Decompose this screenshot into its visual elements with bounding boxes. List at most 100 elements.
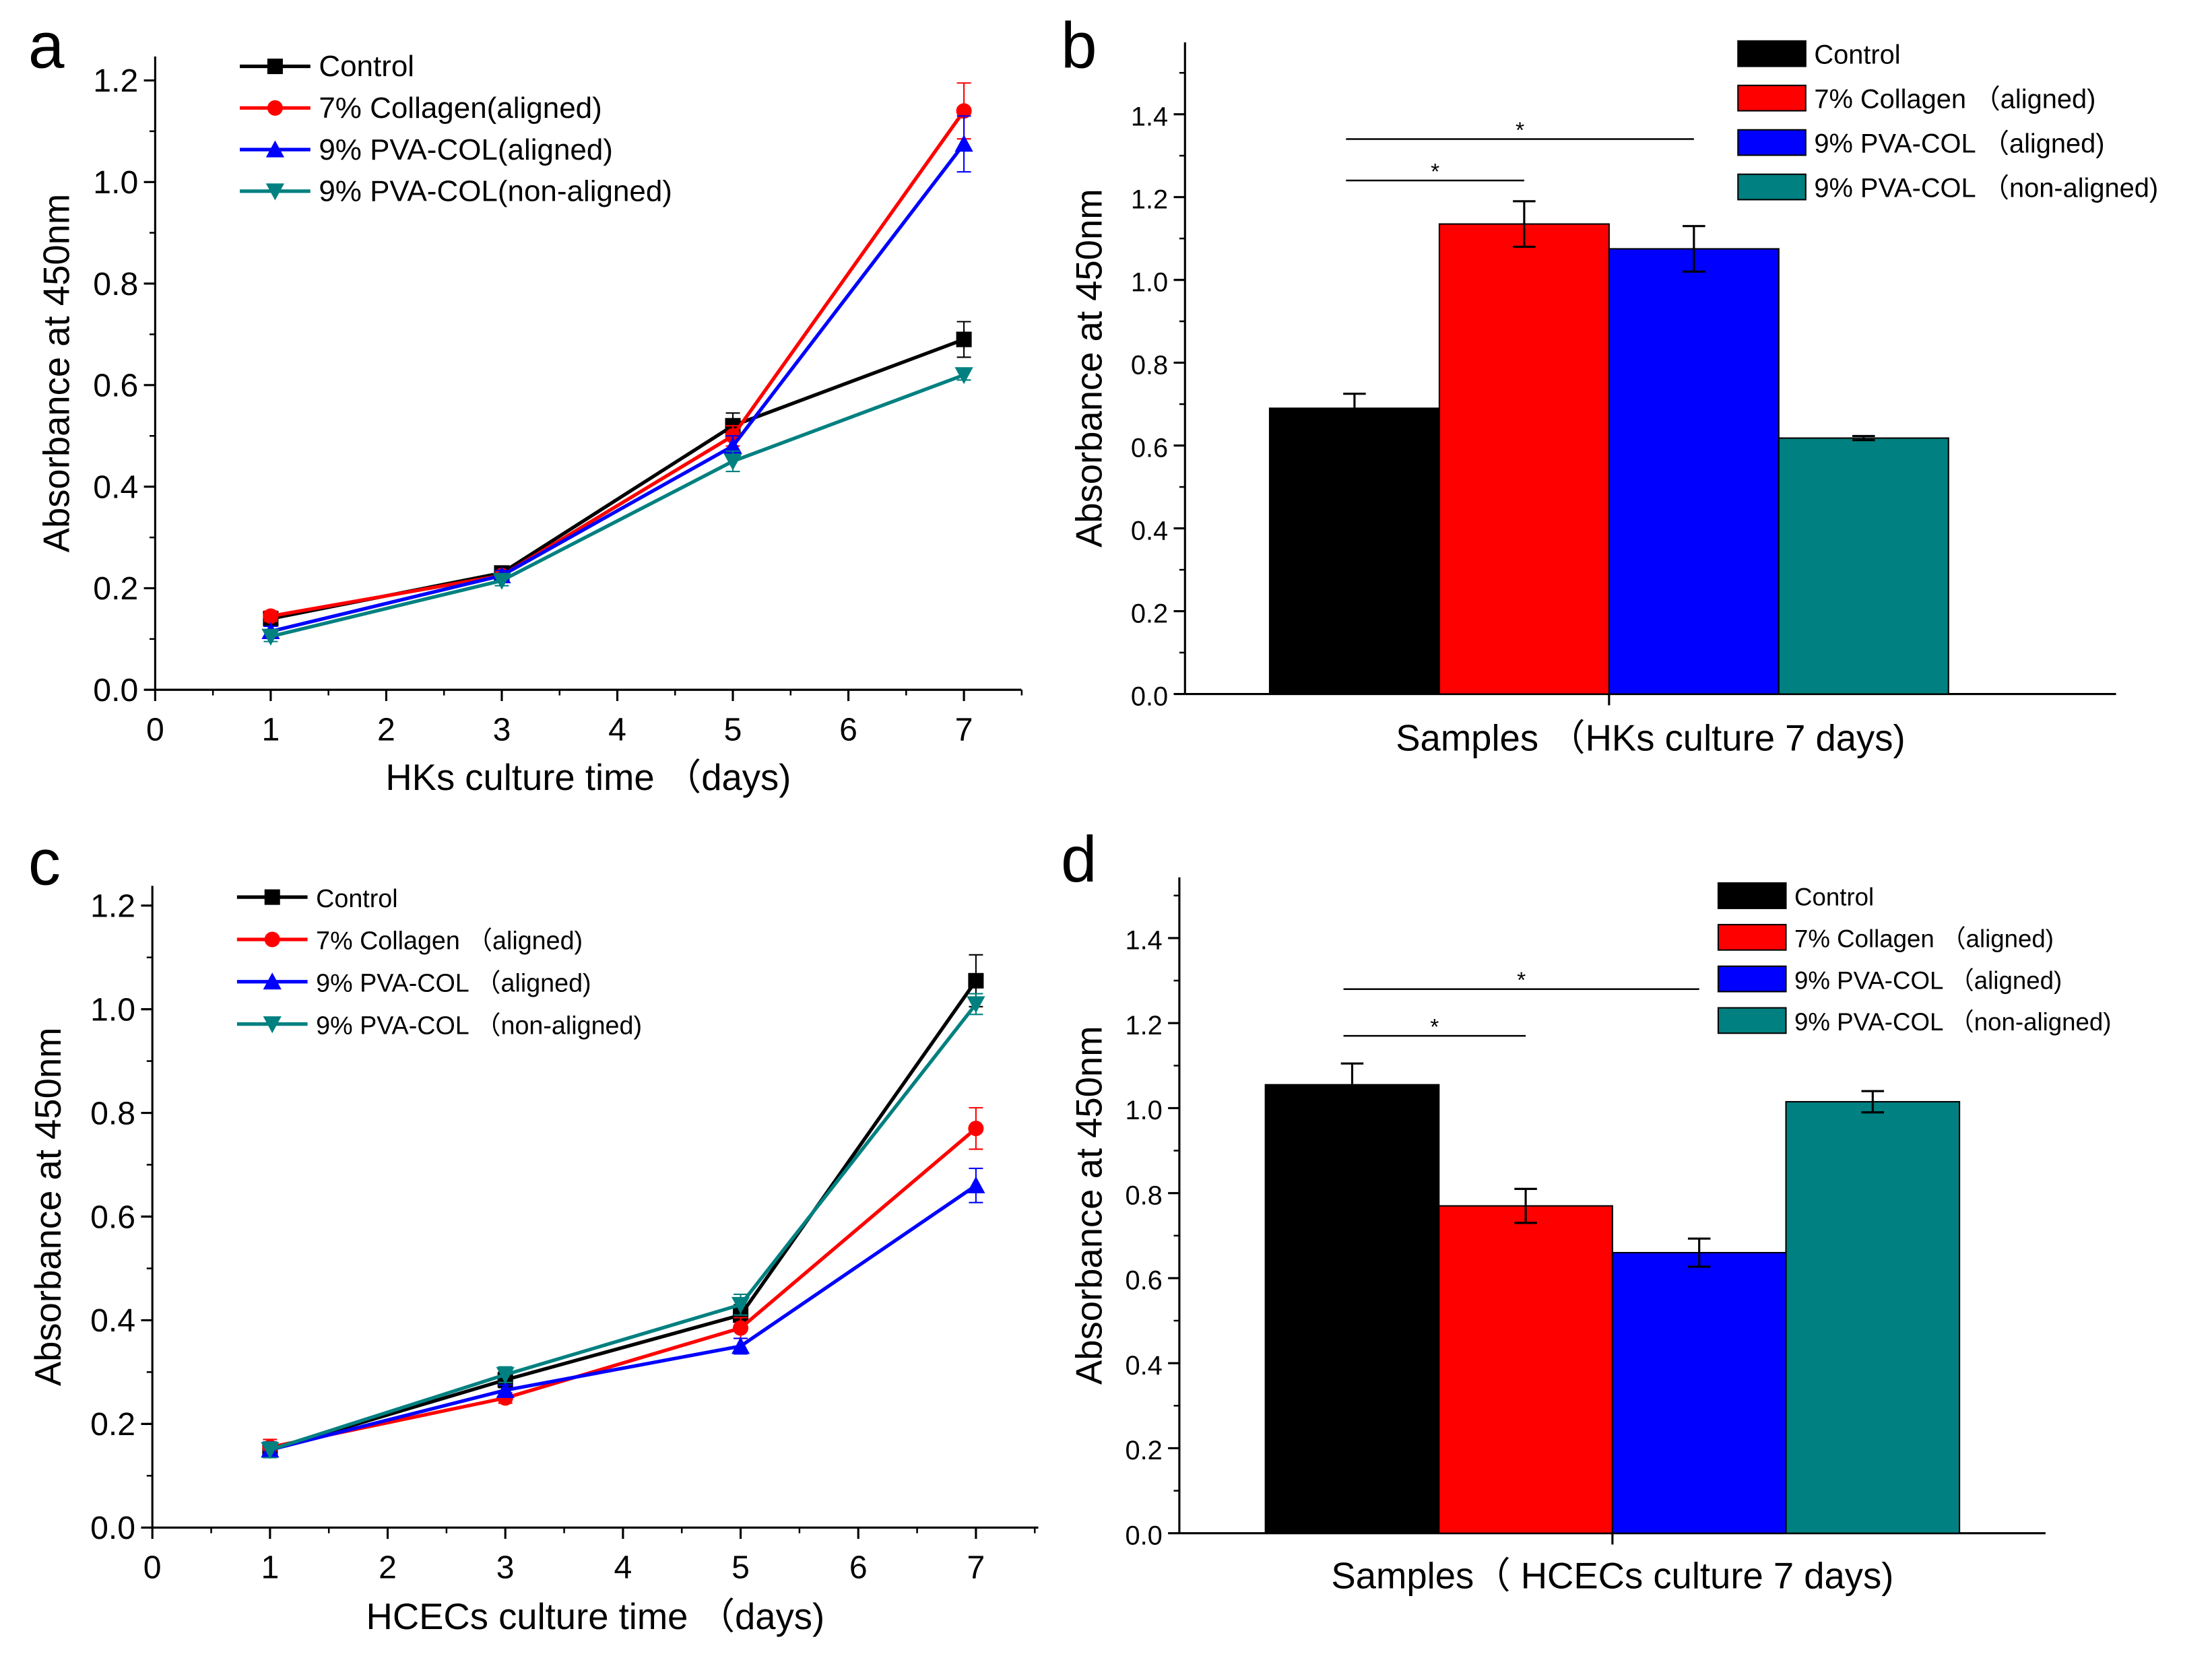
series-3: 9% PVA-COL(non-aligned) — [240, 175, 973, 646]
x-tick-label: 2 — [377, 712, 395, 748]
marker-triangle-up — [265, 140, 285, 158]
y-tick-label: 0.6 — [1131, 433, 1168, 463]
x-tick-label: 0 — [143, 1550, 162, 1586]
panel-c: c 0.0 0.2 0.4 0.6 0.8 1.0 1.2 Absorbance at 450n… — [28, 826, 1039, 1637]
marker-square — [956, 331, 972, 347]
x-tick-label: 3 — [496, 1550, 515, 1586]
x-axis-label: Samples（ HCECs culture 7 days) — [1331, 1555, 1893, 1596]
panel-label: c — [28, 826, 61, 898]
bar — [1438, 223, 1610, 695]
y-tick-label: 0.2 — [1125, 1436, 1162, 1465]
x-tick-label: 0 — [146, 712, 164, 748]
y-tick-label: 0.6 — [90, 1199, 135, 1235]
marker-triangle-down — [496, 1366, 515, 1384]
marker-triangle-down — [723, 453, 742, 471]
marker-circle — [267, 100, 283, 116]
y-tick-label: 0.0 — [90, 1510, 135, 1546]
marker-triangle-down — [265, 183, 285, 201]
legend-label: 9% PVA-COL （aligned) — [1794, 966, 2062, 994]
y-tick-label: 0.8 — [93, 266, 138, 302]
panel-label: d — [1061, 824, 1097, 896]
marker-triangle-up — [263, 972, 282, 990]
y-tick-label: 0.0 — [1125, 1521, 1162, 1550]
marker-triangle-down — [967, 996, 985, 1014]
marker-triangle-up — [496, 1381, 515, 1398]
legend-label: 9% PVA-COL(aligned) — [319, 133, 613, 166]
series-line — [270, 337, 965, 621]
significance-star: * — [1516, 118, 1524, 143]
legend-label: 7% Collagen(aligned) — [319, 92, 601, 125]
legend-label: 9% PVA-COL （non-aligned) — [316, 1011, 642, 1039]
y-tick-label: 0.8 — [1131, 350, 1168, 380]
marker-circle — [968, 1121, 984, 1137]
y-tick-label: 0.0 — [93, 672, 138, 708]
series-line — [269, 1184, 977, 1452]
error-bar — [1861, 1090, 1885, 1114]
bar — [1438, 1205, 1613, 1534]
x-tick-label: 4 — [614, 1550, 632, 1586]
y-tick-label: 1.0 — [90, 991, 135, 1028]
x-tick-label: 1 — [261, 1550, 279, 1586]
x-tick-label: 6 — [849, 1550, 868, 1586]
y-tick-label: 0.4 — [1125, 1351, 1162, 1381]
marker-triangle-down — [731, 1296, 750, 1314]
panel-label: a — [28, 10, 65, 82]
legend-swatch — [1717, 1007, 1787, 1034]
series-line — [269, 1127, 977, 1449]
marker-triangle-down — [261, 628, 280, 646]
y-tick-label: 0.2 — [93, 570, 138, 607]
legend-swatch — [1737, 173, 1807, 201]
legend-swatch — [1737, 129, 1807, 156]
legend-label: 9% PVA-COL （aligned) — [1814, 129, 2104, 158]
y-tick-label: 1.0 — [1125, 1096, 1162, 1125]
error-bar — [1340, 1062, 1364, 1107]
series-line — [269, 979, 978, 1452]
legend-label: 7% Collagen （aligned) — [1794, 925, 2054, 952]
y-tick-label: 0.6 — [1125, 1266, 1162, 1296]
marker-triangle-up — [723, 436, 742, 454]
y-axis-label: Absorbance at 450nm — [28, 1028, 69, 1387]
marker-triangle-up — [954, 135, 973, 152]
legend-label: 7% Collagen （aligned) — [1814, 84, 2095, 114]
panel-a: a 0.0 0.2 0.4 0.6 0.8 1.0 1.2 Absorbance at 450n… — [28, 10, 1023, 798]
bar — [1264, 1084, 1440, 1534]
y-tick-label: 1.2 — [90, 888, 135, 924]
legend-label: 9% PVA-COL （aligned) — [316, 968, 591, 997]
marker-circle — [263, 608, 279, 624]
legend-swatch — [1717, 965, 1787, 993]
x-tick-label: 5 — [724, 712, 742, 748]
error-bar — [1513, 200, 1536, 248]
marker-triangle-down — [261, 1442, 280, 1459]
legend-label: Control — [1794, 884, 1874, 911]
series-line — [269, 1003, 977, 1452]
error-bar — [1852, 434, 1875, 442]
marker-triangle-up — [967, 1176, 985, 1193]
y-tick-label: 0.4 — [90, 1302, 135, 1339]
x-tick-label: 2 — [379, 1550, 397, 1586]
marker-square — [968, 972, 984, 989]
legend-label: Control — [316, 884, 397, 913]
significance-star: * — [1517, 968, 1526, 993]
series-line — [270, 373, 965, 638]
marker-circle — [956, 103, 972, 119]
x-tick-label: 7 — [955, 712, 973, 748]
y-tick-label: 0.0 — [1131, 682, 1168, 711]
series-2: 9% PVA-COL （aligned) — [236, 968, 985, 1459]
panel-label: b — [1061, 10, 1097, 82]
y-tick-label: 0.4 — [93, 469, 138, 505]
series-line — [270, 110, 966, 618]
y-tick-label: 0.2 — [1131, 599, 1168, 628]
x-tick-label: 7 — [967, 1550, 985, 1586]
error-bar — [1514, 1187, 1537, 1224]
error-bar — [1343, 393, 1366, 424]
x-tick-label: 1 — [262, 712, 280, 748]
legend-swatch — [1737, 40, 1807, 67]
marker-triangle-down — [492, 572, 511, 590]
y-axis-label: Absorbance at 450nm — [1069, 189, 1110, 548]
series-3: 9% PVA-COL （non-aligned) — [236, 993, 985, 1459]
legend-label: Control — [319, 50, 414, 83]
marker-triangle-down — [954, 367, 973, 385]
significance-star: * — [1430, 1015, 1439, 1040]
bar — [1611, 1252, 1787, 1534]
marker-triangle-down — [263, 1016, 282, 1034]
